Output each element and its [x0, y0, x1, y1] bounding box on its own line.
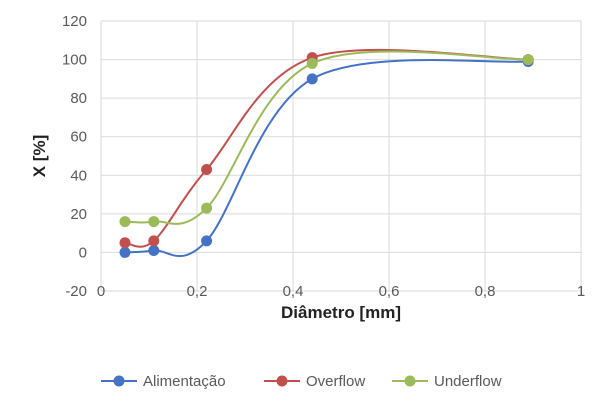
- y-axis-title: X [%]: [30, 135, 49, 178]
- legend-marker: [404, 375, 416, 387]
- series-line-0: [124, 59, 529, 258]
- data-point: [119, 216, 131, 228]
- y-tick-label: 60: [70, 129, 87, 146]
- data-point: [201, 164, 213, 175]
- legend-item: Underflow: [392, 373, 502, 390]
- series-points: [119, 52, 534, 258]
- y-tick-label: 20: [70, 206, 87, 223]
- x-tick-label: 0,8: [475, 283, 496, 300]
- legend-label: Underflow: [434, 373, 502, 390]
- legend-marker: [113, 375, 125, 387]
- data-point: [306, 73, 318, 85]
- x-tick-label: 0,2: [187, 283, 208, 300]
- data-point: [148, 235, 160, 247]
- data-point: [119, 237, 131, 249]
- y-tick-label: 80: [70, 90, 87, 107]
- data-point: [201, 202, 213, 214]
- legend-label: Alimentação: [143, 373, 226, 390]
- x-tick-label: 0: [97, 283, 105, 300]
- x-tick-label: 0,6: [379, 283, 400, 300]
- data-point: [522, 54, 534, 66]
- legend-marker: [276, 375, 288, 387]
- y-tick-label: 100: [62, 52, 87, 69]
- legend-item: Overflow: [264, 373, 365, 390]
- legend: Alimentação Overflow Underflow: [101, 373, 502, 390]
- series-lines: [124, 48, 529, 258]
- y-tick-labels: -20 0 20 40 60 80 100 120: [62, 13, 87, 300]
- data-point: [306, 57, 318, 69]
- y-tick-label: -20: [65, 283, 87, 300]
- legend-label: Overflow: [306, 373, 365, 390]
- legend-item: Alimentação: [101, 373, 226, 390]
- series-line-1: [124, 48, 529, 248]
- x-axis-title: Diâmetro [mm]: [281, 303, 401, 322]
- y-tick-label: 40: [70, 167, 87, 184]
- y-tick-label: 120: [62, 13, 87, 30]
- x-tick-labels: 0 0,2 0,4 0,6 0,8 1: [97, 283, 585, 300]
- data-point: [148, 245, 160, 256]
- x-tick-label: 1: [577, 283, 585, 300]
- y-tick-label: 0: [79, 244, 87, 261]
- data-point: [148, 216, 160, 228]
- x-tick-label: 0,4: [283, 283, 304, 300]
- data-point: [201, 235, 213, 247]
- data-point: [119, 246, 131, 258]
